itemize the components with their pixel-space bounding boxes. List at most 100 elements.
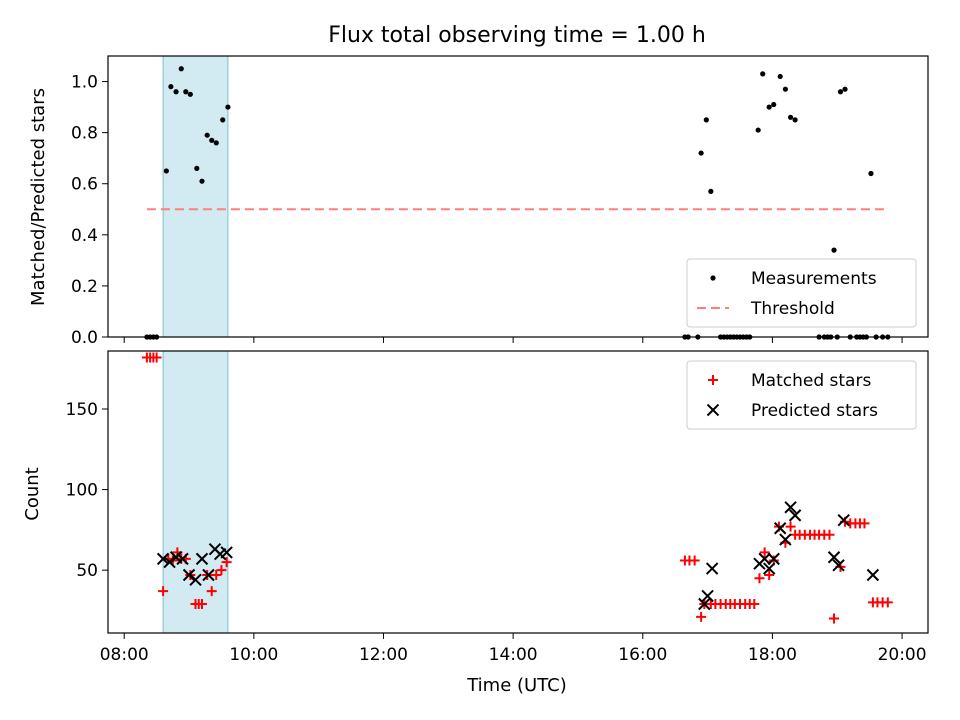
bottom-axes-frame	[107, 350, 929, 634]
bottom-predicted-stars-point	[156, 552, 170, 566]
top-measurements-point	[842, 86, 848, 92]
bottom-matched-stars-point	[221, 557, 232, 568]
top-y-tick-label: 0.2	[71, 277, 98, 297]
top-measurements-point	[782, 86, 788, 92]
top-measurements-point	[220, 117, 226, 123]
bottom-matched-stars-point	[196, 598, 207, 609]
top-measurements-point	[173, 89, 179, 95]
top-measurements-point	[755, 127, 761, 133]
bottom-predicted-stars-point	[837, 513, 850, 527]
bottom-x-tick-label: 20:00	[878, 645, 927, 665]
top-y-tick-label: 0.4	[71, 226, 98, 246]
bottom-predicted-stars-point	[773, 522, 787, 535]
bottom-legend-matched-stars-label: Matched stars	[751, 371, 871, 391]
bottom-predicted-stars-point	[701, 589, 714, 603]
bottom-matched-stars-point	[882, 597, 893, 608]
bottom-x-tick-label: 14:00	[489, 645, 538, 665]
top-measurements-point	[168, 84, 174, 90]
bottom-y-tick-label: 150	[66, 400, 98, 420]
bottom-predicted-stars-point	[866, 568, 880, 582]
bottom-predicted-stars-point	[762, 562, 776, 575]
top-axes-frame	[107, 55, 929, 338]
top-measurements-point	[213, 140, 219, 146]
top-panel: 0.0 0.2 0.4 0.6 0.8 1.0 Measurements Threshold	[71, 55, 929, 348]
bottom-predicted-stars-point	[202, 568, 215, 582]
bottom-predicted-stars-point	[220, 546, 233, 559]
top-legend-measurements-label: Measurements	[751, 269, 877, 289]
top-measurements-point	[760, 71, 766, 77]
bottom-predicted-stars-point	[698, 597, 711, 611]
top-measurements-point	[787, 114, 794, 120]
bottom-matched-stars-point	[158, 586, 169, 597]
bottom-x-tick-label: 08:00	[100, 645, 149, 665]
bottom-x-tick-label: 16:00	[618, 645, 667, 665]
bottom-legend-matched-stars-marker	[708, 375, 718, 385]
bottom-predicted-stars-point	[788, 509, 802, 522]
bottom-predicted-stars-point	[705, 562, 719, 575]
x-axis-label: Time (UTC)	[466, 675, 567, 696]
top-measurements-point	[204, 132, 210, 138]
top-measurements-point	[831, 247, 837, 253]
top-measurements-point	[837, 89, 844, 95]
top-legend-box	[686, 258, 917, 328]
top-y-axis-label: Matched/Predicted stars	[28, 88, 49, 306]
bottom-matched-stars-point	[785, 521, 796, 532]
top-measurements-point	[777, 73, 783, 80]
bottom-panel: 50 100 150 08:00 10:00 12:00 14:00 16:00 18:00 20…	[66, 350, 929, 665]
bottom-predicted-stars-point	[182, 568, 196, 582]
top-legend-measurements-marker	[710, 275, 716, 281]
bottom-legend-box	[686, 360, 917, 430]
bottom-matched-stars-point	[859, 518, 870, 529]
bottom-x-tick-label: 10:00	[229, 645, 278, 665]
bottom-shaded-region	[162, 350, 229, 634]
top-measurements-point	[209, 137, 215, 143]
bottom-predicted-stars-point	[176, 552, 189, 566]
bottom-x-tick-label: 18:00	[748, 645, 797, 665]
top-measurements-point	[771, 101, 777, 108]
top-y-tick-label: 0.0	[71, 328, 98, 348]
bottom-matched-stars-point	[829, 613, 840, 624]
top-measurements-point	[225, 104, 231, 110]
bottom-predicted-stars-point	[189, 573, 202, 587]
top-measurements-point	[163, 168, 169, 174]
top-measurements-point	[183, 89, 189, 95]
bottom-predicted-stars-point	[827, 551, 841, 564]
bottom-matched-stars-point	[759, 547, 770, 558]
top-measurements-point	[194, 165, 200, 171]
bottom-y-tick-label: 100	[66, 481, 98, 501]
top-measurements-point	[187, 91, 193, 97]
bottom-x-tick-label: 12:00	[359, 645, 408, 665]
top-measurements-point	[199, 178, 205, 184]
bottom-matched-stars-point	[696, 611, 707, 622]
bottom-legend-predicted-stars-marker	[706, 403, 720, 417]
top-measurements-point	[708, 188, 714, 194]
bottom-matched-stars-point	[216, 565, 227, 576]
bottom-predicted-stars-point	[784, 501, 797, 514]
bottom-matched-stars-point	[764, 569, 775, 580]
top-measurements-point	[703, 117, 709, 123]
bottom-predicted-stars-point	[195, 552, 209, 566]
top-y-tick-label: 1.0	[71, 73, 98, 93]
top-measurements-point	[766, 104, 772, 110]
bottom-matched-stars-point	[824, 529, 835, 540]
bottom-matched-stars-point	[689, 555, 700, 566]
top-measurements-point	[178, 66, 184, 72]
bottom-predicted-stars-point	[758, 552, 771, 566]
top-legend-threshold-label: Threshold	[750, 299, 835, 319]
bottom-y-axis-label: Count	[22, 467, 43, 520]
bottom-matched-stars-point	[749, 598, 760, 609]
bottom-matched-stars-point	[754, 573, 765, 584]
chart-title: Flux total observing time = 1.00 h	[328, 23, 706, 48]
bottom-legend-predicted-stars-label: Predicted stars	[751, 401, 878, 421]
bottom-matched-stars-point	[151, 352, 162, 363]
bottom-predicted-stars-point	[779, 533, 792, 546]
top-y-tick-label: 0.6	[71, 175, 98, 195]
bottom-matched-stars-point	[206, 586, 217, 597]
bottom-predicted-stars-point	[767, 552, 780, 566]
bottom-predicted-stars-point	[163, 555, 176, 569]
top-measurements-point	[792, 117, 798, 123]
bottom-y-tick-label: 50	[76, 561, 98, 581]
top-shaded-region	[162, 55, 229, 338]
